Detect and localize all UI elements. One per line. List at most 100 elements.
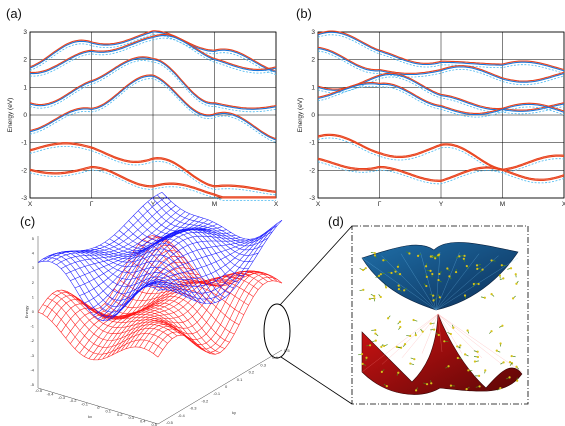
ky-tick-label: 0.3 [260, 362, 266, 367]
spin-arrow-head [374, 328, 377, 332]
conduction-surface-mesh [114, 230, 235, 289]
kx-tick-label: -0.4 [47, 391, 55, 396]
conduction-surface-mesh [95, 243, 216, 303]
y-tick-label: -3 [21, 195, 27, 202]
spin-arrow-head [413, 358, 416, 361]
spin-arrow-head [379, 295, 382, 299]
spin-arrow-head [484, 369, 487, 372]
spin-arrow-head [365, 356, 368, 359]
spin-arrow-head [477, 374, 481, 377]
k-point-label: Γ [90, 201, 94, 208]
z-tick-label: -5 [30, 382, 34, 387]
spin-arrow-head [395, 345, 398, 348]
spin-arrow-head [447, 365, 450, 368]
valence-surface-mesh [80, 302, 202, 348]
surface-grid-line [381, 255, 437, 311]
spin-arrow-head [361, 268, 365, 272]
spin-arrow-head [377, 274, 381, 278]
surface-grid-line [400, 253, 437, 311]
kx-axis-label: kx [88, 414, 92, 419]
surface-grid-line [361, 313, 439, 373]
y-tick-label: 2 [311, 57, 315, 64]
spin-arrow-head [476, 267, 479, 270]
spin-arrow-head [425, 284, 428, 288]
spin-arrow-head [382, 259, 385, 262]
kx-tick-label: -0.3 [58, 395, 66, 400]
ky-tick-label: 0.2 [249, 370, 255, 375]
surface-grid-line [381, 313, 439, 365]
y-tick-label: -1 [309, 140, 315, 147]
conduction-surface-mesh [152, 197, 273, 244]
band-line [29, 167, 276, 199]
spin-arrow-head [437, 278, 440, 282]
spin-arrow-head [481, 268, 484, 271]
spin-arrow-head [498, 274, 502, 277]
spin-arrow-head [490, 259, 493, 262]
spin-arrow-head [412, 318, 415, 322]
k-point-label: Y [439, 201, 444, 208]
spin-arrow-head [499, 387, 502, 390]
kx-tick-label: 0.5 [151, 422, 157, 426]
ky-axis-line [157, 349, 283, 425]
spin-arrow-head [424, 265, 428, 268]
y-axis-label-a: Energy (eV) [7, 98, 14, 133]
spin-arrow-head [437, 254, 440, 257]
spin-arrow-head [456, 356, 459, 360]
spin-arrow-head [415, 389, 418, 392]
kx-tick-label: 0.3 [128, 415, 134, 420]
spin-arrow-head [409, 362, 412, 365]
conduction-surface-zoom [361, 242, 519, 311]
spin-arrow-head [385, 384, 388, 388]
spin-arrow-head [399, 325, 402, 329]
ky-axis-label: ky [232, 410, 236, 415]
connector-bottom [280, 356, 353, 405]
spin-arrow-head [495, 349, 498, 352]
zoom-panel-d [351, 225, 529, 405]
ky-tick-label: 0.1 [237, 377, 243, 382]
spin-arrow-head [433, 328, 436, 331]
z-tick-label: 5 [32, 236, 35, 241]
spin-arrow-head [473, 360, 477, 363]
panel-label-d: (d) [328, 214, 344, 229]
y-tick-label: 2 [23, 57, 27, 64]
surface-grid-line [435, 255, 499, 311]
y-axis-label-b: Energy (eV) [297, 98, 304, 133]
valence-surface-mesh [99, 302, 221, 353]
valence-surface-mesh [52, 293, 173, 341]
ky-tick-label: -0.3 [190, 406, 198, 411]
band-line-partner [317, 157, 565, 181]
ky-tick-label: -0.2 [201, 398, 209, 403]
spin-arrow-head [397, 371, 400, 374]
spin-arrow-head [362, 288, 365, 291]
band-line [29, 31, 277, 73]
valence-surface-zoom [361, 313, 523, 395]
spin-arrow-head [380, 345, 383, 348]
surface-grid-line [437, 313, 483, 358]
spin-arrow-head [397, 284, 400, 287]
band-line-dashed [29, 146, 277, 196]
spin-arrow-head [379, 273, 382, 276]
kx-tick-label: 0.1 [105, 408, 111, 413]
spin-arrow-head [368, 344, 372, 347]
z-tick-label: 3 [32, 265, 35, 270]
surface-grid-line [361, 257, 437, 311]
kx-tick-label: 0.2 [117, 412, 123, 417]
spin-arrow-head [462, 257, 465, 260]
conduction-surface-mesh [128, 220, 249, 269]
y-tick-label: 3 [311, 29, 315, 36]
spin-arrow-head [394, 270, 397, 273]
spin-arrow-head [373, 297, 376, 300]
ky-tick-label: 0 [225, 384, 228, 389]
k-point-label: X [274, 201, 279, 208]
spin-arrow-head [386, 317, 390, 320]
band-line-partner [29, 142, 277, 192]
spin-arrow-head [463, 254, 466, 257]
band-line-dashed [317, 161, 565, 185]
spin-arrow-head [449, 384, 453, 387]
conduction-surface-mesh [137, 210, 259, 256]
spin-arrow-head [463, 294, 467, 297]
band-line-dashed [29, 169, 276, 201]
spin-arrow-head [465, 388, 468, 391]
band-line-partner [317, 46, 565, 82]
